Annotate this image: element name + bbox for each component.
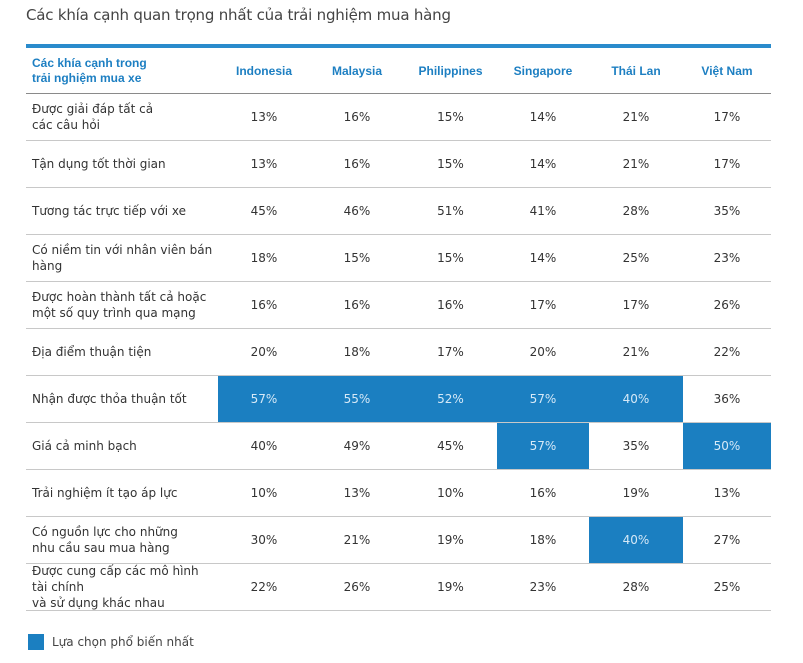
table-cell-value: 21%	[310, 517, 404, 564]
table-header-country: Thái Lan	[589, 48, 683, 94]
table-header-country: Indonesia	[218, 48, 310, 94]
table-cell-value: 19%	[404, 517, 497, 564]
row-label: Có niềm tin với nhân viên bán hàng	[26, 235, 218, 282]
table-cell-value: 20%	[497, 329, 589, 376]
table-cell-value: 26%	[683, 282, 771, 329]
table-cell-value: 13%	[683, 470, 771, 517]
table-cell-value: 10%	[404, 470, 497, 517]
legend-label: Lựa chọn phổ biến nhất	[52, 635, 194, 649]
page-title: Các khía cạnh quan trọng nhất của trải n…	[26, 6, 451, 24]
row-label: Được hoàn thành tất cả hoặc một số quy t…	[26, 282, 218, 329]
table-cell-value: 15%	[404, 235, 497, 282]
table-cell-value: 28%	[589, 564, 683, 611]
row-label: Địa điểm thuận tiện	[26, 329, 218, 376]
table-cell-value: 15%	[310, 235, 404, 282]
table-header-country: Malaysia	[310, 48, 404, 94]
row-label: Có nguồn lực cho những nhu cầu sau mua h…	[26, 517, 218, 564]
table-header-aspect: Các khía cạnh trong trải nghiệm mua xe	[26, 48, 218, 94]
table-cell-value: 17%	[404, 329, 497, 376]
table-cell-value: 16%	[218, 282, 310, 329]
table-cell-value: 27%	[683, 517, 771, 564]
table-cell-value: 19%	[404, 564, 497, 611]
comparison-table: Các khía cạnh trong trải nghiệm mua xe In…	[26, 48, 771, 611]
table-cell-value: 40%	[218, 423, 310, 470]
table-cell-value: 19%	[589, 470, 683, 517]
table-cell-value: 49%	[310, 423, 404, 470]
table-cell-value: 46%	[310, 188, 404, 235]
table-cell-value: 16%	[497, 470, 589, 517]
table-cell-value: 18%	[218, 235, 310, 282]
row-label: Nhận được thỏa thuận tốt	[26, 376, 218, 423]
table-cell-value: 14%	[497, 94, 589, 141]
table-cell-value: 18%	[310, 329, 404, 376]
row-label: Được cung cấp các mô hình tài chính và s…	[26, 564, 218, 611]
table-cell-value: 16%	[310, 141, 404, 188]
table-cell-value: 10%	[218, 470, 310, 517]
legend-swatch	[28, 634, 44, 650]
table-header-country: Việt Nam	[683, 48, 771, 94]
table-cell-value: 21%	[589, 329, 683, 376]
table-cell-value: 17%	[497, 282, 589, 329]
table-cell-value: 22%	[683, 329, 771, 376]
table-cell-value: 13%	[218, 141, 310, 188]
table-header-country: Philippines	[404, 48, 497, 94]
table-cell-value: 57%	[218, 376, 310, 423]
table-cell-value: 23%	[497, 564, 589, 611]
table-cell-value: 41%	[497, 188, 589, 235]
table-cell-value: 21%	[589, 94, 683, 141]
table-cell-value: 52%	[404, 376, 497, 423]
row-label: Được giải đáp tất cả các câu hỏi	[26, 94, 218, 141]
table-cell-value: 16%	[310, 282, 404, 329]
table-top-rule	[26, 44, 771, 48]
table-cell-value: 35%	[589, 423, 683, 470]
row-label: Giá cả minh bạch	[26, 423, 218, 470]
table-cell-value: 15%	[404, 141, 497, 188]
table-cell-value: 51%	[404, 188, 497, 235]
table-cell-value: 16%	[310, 94, 404, 141]
table-cell-value: 14%	[497, 141, 589, 188]
table-cell-value: 57%	[497, 423, 589, 470]
table-cell-value: 26%	[310, 564, 404, 611]
row-label: Trải nghiệm ít tạo áp lực	[26, 470, 218, 517]
table-cell-value: 13%	[218, 94, 310, 141]
table-cell-value: 17%	[683, 94, 771, 141]
table-cell-value: 45%	[404, 423, 497, 470]
table-cell-value: 22%	[218, 564, 310, 611]
table-cell-value: 36%	[683, 376, 771, 423]
table-cell-value: 40%	[589, 517, 683, 564]
table-cell-value: 23%	[683, 235, 771, 282]
table-cell-value: 50%	[683, 423, 771, 470]
legend: Lựa chọn phổ biến nhất	[28, 634, 194, 650]
table-cell-value: 28%	[589, 188, 683, 235]
table-cell-value: 14%	[497, 235, 589, 282]
table-cell-value: 15%	[404, 94, 497, 141]
table-cell-value: 35%	[683, 188, 771, 235]
table-cell-value: 20%	[218, 329, 310, 376]
row-label: Tương tác trực tiếp với xe	[26, 188, 218, 235]
table-cell-value: 17%	[589, 282, 683, 329]
table-cell-value: 57%	[497, 376, 589, 423]
row-label: Tận dụng tốt thời gian	[26, 141, 218, 188]
table-cell-value: 30%	[218, 517, 310, 564]
table-cell-value: 45%	[218, 188, 310, 235]
table-cell-value: 25%	[683, 564, 771, 611]
table-cell-value: 21%	[589, 141, 683, 188]
table-cell-value: 16%	[404, 282, 497, 329]
table-header-country: Singapore	[497, 48, 589, 94]
table-cell-value: 17%	[683, 141, 771, 188]
table-cell-value: 40%	[589, 376, 683, 423]
table-cell-value: 25%	[589, 235, 683, 282]
table-cell-value: 55%	[310, 376, 404, 423]
table-cell-value: 13%	[310, 470, 404, 517]
table-cell-value: 18%	[497, 517, 589, 564]
